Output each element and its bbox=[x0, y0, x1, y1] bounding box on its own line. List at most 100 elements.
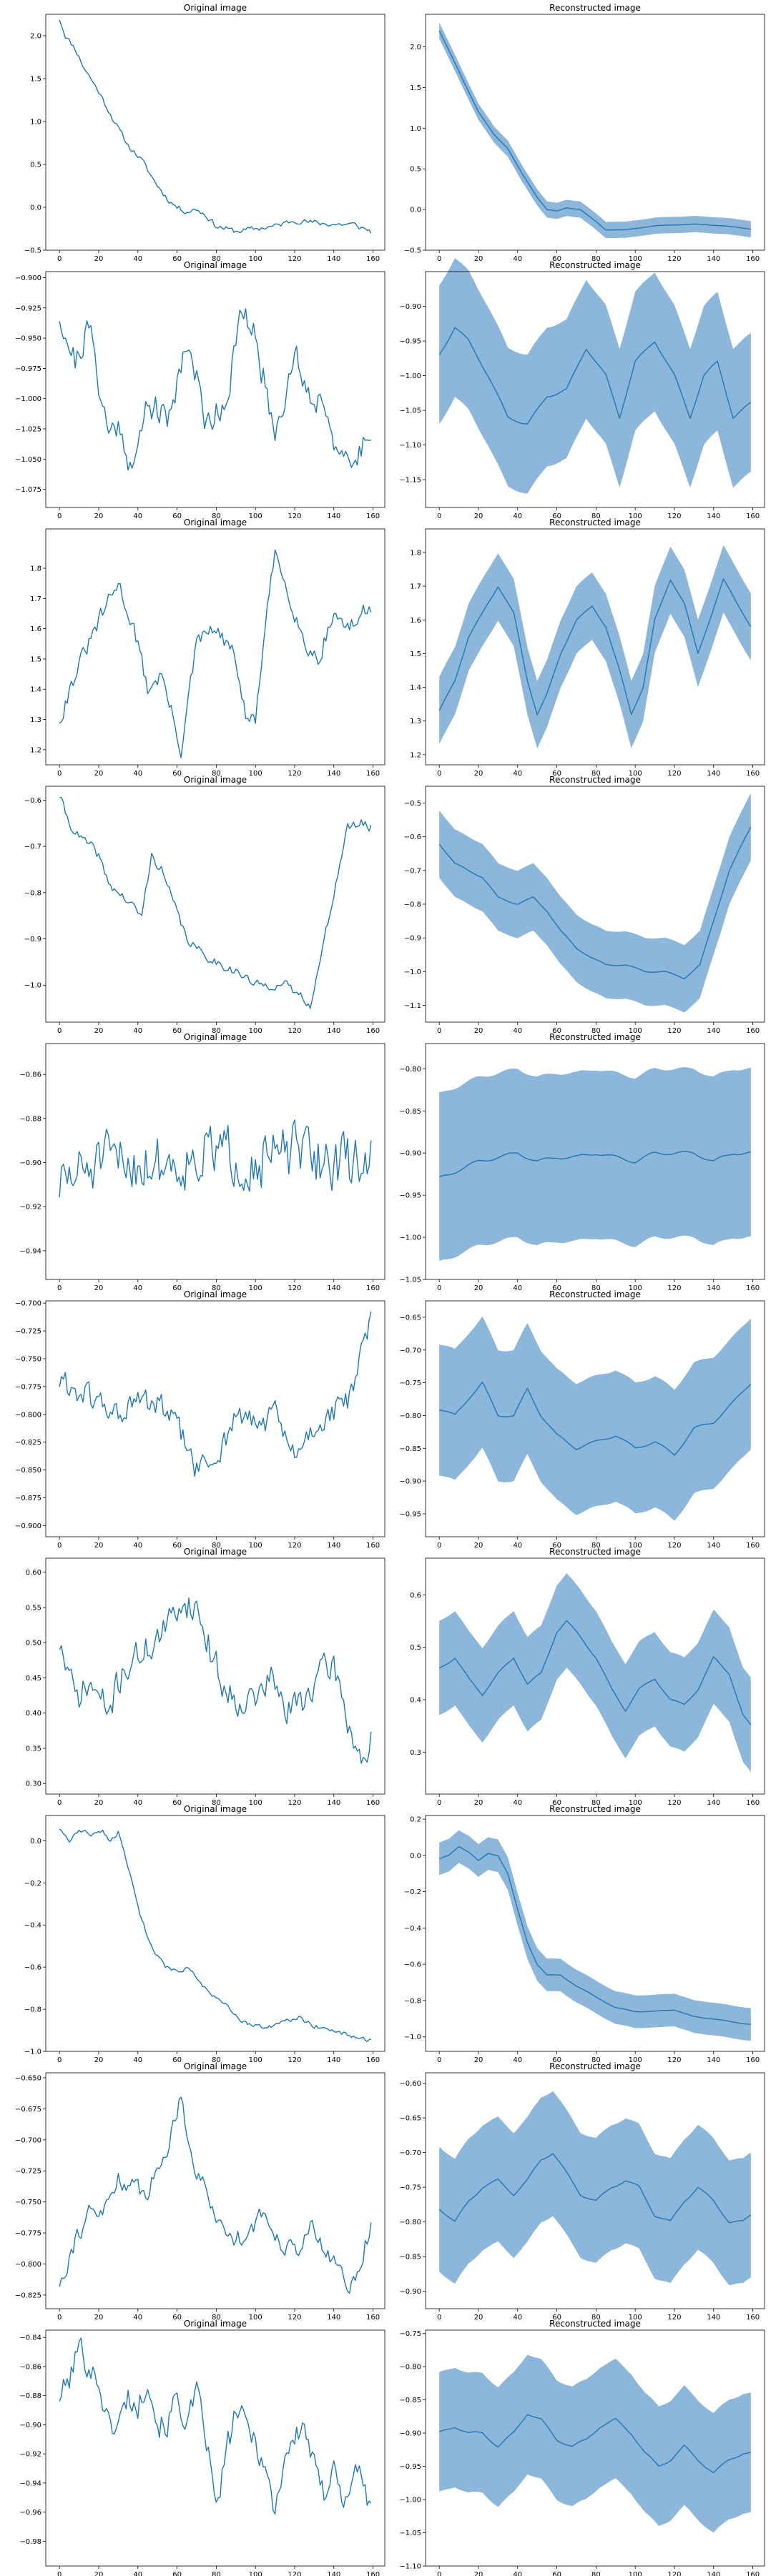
chart-20-ytick-label: −0.90 bbox=[399, 2430, 421, 2438]
chart-2-xtick-label: 160 bbox=[746, 255, 760, 263]
chart-14-xtick-label: 100 bbox=[629, 1799, 642, 1807]
chart-15-xtick-label: 0 bbox=[57, 2056, 62, 2064]
chart-6-title: Reconstructed image bbox=[549, 517, 641, 527]
chart-11-ytick-label: −0.850 bbox=[15, 1467, 41, 1475]
chart-18-ytick-label: −0.85 bbox=[399, 2254, 421, 2262]
chart-15-ytick-label: −0.6 bbox=[24, 1964, 41, 1972]
chart-5-xtick-label: 160 bbox=[366, 770, 380, 778]
chart-14-xtick-label: 60 bbox=[552, 1799, 561, 1807]
chart-11-ytick-label: −0.725 bbox=[15, 1328, 41, 1336]
chart-12-xtick-label: 120 bbox=[667, 1542, 681, 1550]
chart-18-ytick-label: −0.60 bbox=[399, 2080, 421, 2088]
chart-14-ytick-label: 0.5 bbox=[410, 1644, 421, 1652]
chart-7-title: Original image bbox=[184, 775, 247, 785]
chart-20-xtick-label: 40 bbox=[513, 2571, 522, 2576]
chart-4-xtick-label: 20 bbox=[474, 512, 483, 520]
chart-4-ytick-label: −0.90 bbox=[399, 303, 421, 311]
chart-9-ytick-label: −0.90 bbox=[19, 1159, 41, 1167]
chart-16-ytick-label: −0.8 bbox=[404, 1997, 421, 2005]
chart-17-ytick-label: −0.800 bbox=[15, 2261, 41, 2269]
chart-8-ytick-label: −0.7 bbox=[404, 867, 421, 875]
chart-1-title: Original image bbox=[184, 3, 247, 13]
chart-13-ytick-label: 0.60 bbox=[26, 1569, 41, 1577]
chart-20-xtick-label: 100 bbox=[629, 2571, 642, 2576]
chart-6-ytick-label: 1.2 bbox=[410, 751, 421, 759]
chart-16-title: Reconstructed image bbox=[549, 1804, 641, 1814]
chart-12-ytick-label: −0.65 bbox=[399, 1314, 421, 1322]
chart-6-xtick-label: 60 bbox=[552, 770, 561, 778]
chart-4-ytick-label: −1.00 bbox=[399, 372, 421, 380]
chart-20-xtick-label: 20 bbox=[474, 2571, 483, 2576]
chart-16-xtick-label: 160 bbox=[746, 2056, 760, 2064]
chart-6-ytick-label: 1.3 bbox=[410, 718, 421, 725]
chart-7-xtick-label: 60 bbox=[172, 1027, 182, 1035]
chart-7-xtick-label: 140 bbox=[327, 1027, 340, 1035]
chart-1-series-line bbox=[59, 19, 372, 234]
chart-20-xtick-label: 140 bbox=[707, 2571, 720, 2576]
chart-20-ytick-label: −1.05 bbox=[399, 2530, 421, 2537]
chart-19-xtick-label: 140 bbox=[327, 2571, 340, 2576]
chart-8-ytick-label: −1.1 bbox=[404, 1002, 421, 1010]
chart-4-xtick-label: 60 bbox=[552, 512, 561, 520]
chart-3-ytick-label: −0.950 bbox=[15, 335, 41, 343]
chart-6-ytick-label: 1.7 bbox=[410, 583, 421, 591]
chart-12-title: Reconstructed image bbox=[549, 1289, 641, 1299]
chart-17-series-line bbox=[59, 2096, 372, 2294]
chart-8-xtick-label: 40 bbox=[513, 1027, 522, 1035]
chart-18-ytick-label: −0.75 bbox=[399, 2184, 421, 2192]
chart-5-ytick-label: 1.8 bbox=[30, 565, 41, 573]
chart-16-xtick-label: 140 bbox=[707, 2056, 720, 2064]
chart-18-title: Reconstructed image bbox=[549, 2061, 641, 2071]
chart-14-xtick-label: 160 bbox=[746, 1799, 760, 1807]
chart-5-xtick-label: 80 bbox=[212, 770, 221, 778]
chart-12-xtick-label: 60 bbox=[552, 1542, 561, 1550]
chart-17-ytick-label: −0.775 bbox=[15, 2230, 41, 2238]
chart-6-series-line bbox=[438, 578, 752, 715]
chart-20-uncertainty-band bbox=[439, 2354, 751, 2533]
chart-9-xtick-label: 80 bbox=[212, 1284, 221, 1292]
chart-6-ytick-label: 1.8 bbox=[410, 550, 421, 558]
chart-8-ytick-label: −0.8 bbox=[404, 901, 421, 909]
chart-17-ytick-label: −0.700 bbox=[15, 2136, 41, 2144]
chart-2-axes-frame bbox=[425, 14, 765, 251]
chart-18-xtick-label: 80 bbox=[591, 2314, 601, 2322]
chart-9-xtick-label: 20 bbox=[94, 1284, 104, 1292]
chart-13-xtick-label: 0 bbox=[57, 1799, 62, 1807]
chart-12-xtick-label: 140 bbox=[707, 1542, 720, 1550]
chart-9-xtick-label: 120 bbox=[288, 1284, 301, 1292]
chart-11-ytick-label: −0.700 bbox=[15, 1300, 41, 1308]
chart-1-ytick-label: 1.5 bbox=[30, 76, 41, 84]
chart-4-xtick-label: 100 bbox=[629, 512, 642, 520]
chart-8-xtick-label: 160 bbox=[746, 1027, 760, 1035]
chart-1-ytick-label: −0.5 bbox=[24, 247, 41, 255]
chart-10-ytick-label: −1.05 bbox=[399, 1277, 421, 1284]
chart-19-xtick-label: 60 bbox=[172, 2571, 182, 2576]
chart-5-xtick-label: 20 bbox=[94, 770, 104, 778]
chart-14-xtick-label: 40 bbox=[513, 1799, 522, 1807]
chart-8-xtick-label: 140 bbox=[707, 1027, 720, 1035]
chart-15-xtick-label: 140 bbox=[327, 2056, 340, 2064]
chart-14-ytick-label: 0.4 bbox=[410, 1697, 421, 1705]
chart-17-xtick-label: 60 bbox=[172, 2314, 182, 2322]
chart-15-ytick-label: −0.4 bbox=[24, 1922, 41, 1930]
chart-16-ytick-label: −0.6 bbox=[404, 1961, 421, 1969]
chart-11-ytick-label: −0.775 bbox=[15, 1383, 41, 1391]
chart-8-xtick-label: 20 bbox=[474, 1027, 483, 1035]
chart-17-ytick-label: −0.825 bbox=[15, 2292, 41, 2299]
chart-18-ytick-label: −0.70 bbox=[399, 2149, 421, 2157]
chart-12-ytick-label: −0.70 bbox=[399, 1347, 421, 1354]
chart-5-ytick-label: 1.2 bbox=[30, 746, 41, 754]
chart-12-ytick-label: −0.80 bbox=[399, 1412, 421, 1420]
chart-16-xtick-label: 60 bbox=[552, 2056, 561, 2064]
chart-10-ytick-label: −1.00 bbox=[399, 1234, 421, 1242]
chart-9-xtick-label: 140 bbox=[327, 1284, 340, 1292]
chart-11-xtick-label: 80 bbox=[212, 1542, 221, 1550]
chart-7-ytick-label: −0.7 bbox=[24, 843, 41, 851]
chart-4-series-line bbox=[438, 327, 752, 425]
chart-7-xtick-label: 100 bbox=[249, 1027, 262, 1035]
chart-20-ytick-label: −0.75 bbox=[399, 2330, 421, 2338]
chart-1-xtick-label: 120 bbox=[288, 255, 301, 263]
chart-7-xtick-label: 120 bbox=[288, 1027, 301, 1035]
chart-19-axes-frame bbox=[45, 2329, 385, 2567]
chart-19-ytick-label: −0.98 bbox=[19, 2538, 41, 2546]
